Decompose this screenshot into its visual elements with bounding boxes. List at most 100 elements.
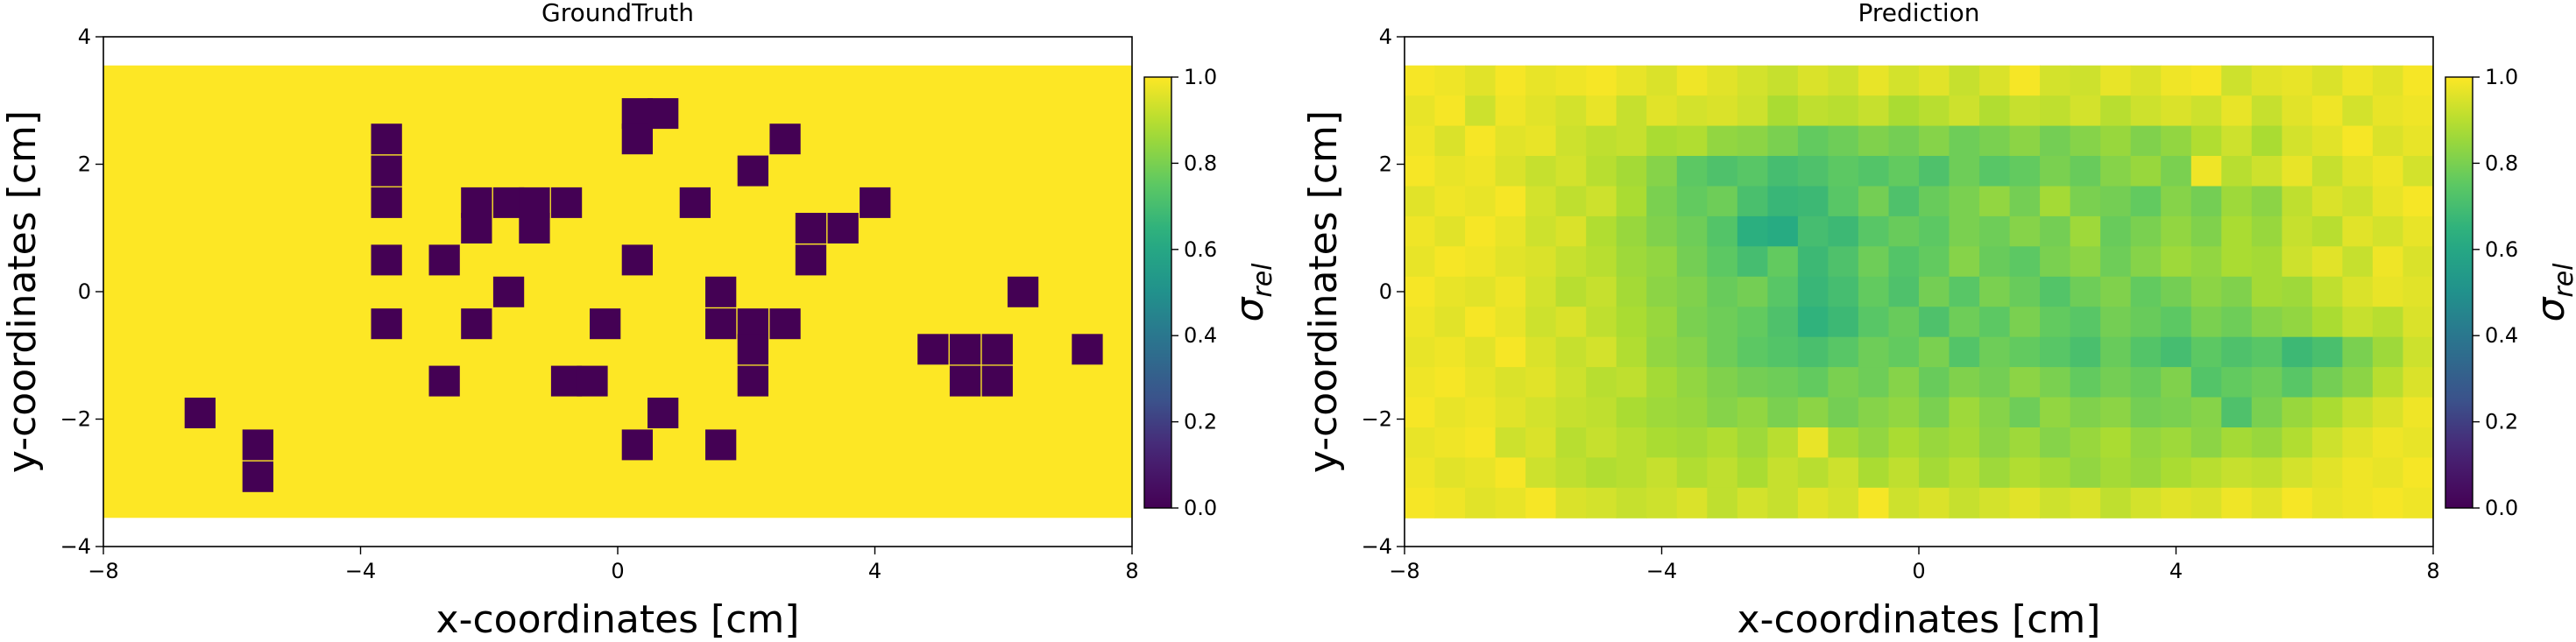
heatmap-cell (1797, 156, 1829, 187)
y-tick-label: −4 (1362, 534, 1392, 559)
heatmap-cell (2282, 367, 2313, 399)
heatmap-cell (2161, 246, 2192, 278)
heatmap-cell (1949, 125, 1980, 157)
heatmap-cell (2130, 246, 2162, 278)
heatmap-cell (461, 308, 492, 340)
heatmap-cell (2372, 276, 2403, 307)
heatmap-cell (2282, 307, 2313, 338)
heatmap-cell (1858, 397, 1889, 428)
heatmap-cell (1858, 186, 1889, 217)
y-tick-label: −2 (60, 407, 91, 432)
heatmap-cell (1767, 215, 1799, 247)
heatmap-cell (1676, 65, 1708, 96)
heatmap-cell (2130, 397, 2162, 428)
heatmap-cell (1828, 367, 1859, 399)
y-tick-label: 2 (1379, 152, 1392, 177)
y-tick-label: −4 (60, 534, 91, 559)
heatmap-cell (1525, 246, 1557, 278)
heatmap-cell (1797, 65, 1829, 96)
heatmap-cell (1979, 336, 2011, 368)
heatmap-cell (1555, 246, 1587, 278)
heatmap-cell (1858, 95, 1889, 127)
heatmap-cell (1495, 186, 1526, 217)
heatmap-cell (1707, 367, 1738, 399)
heatmap-cell (2282, 215, 2313, 247)
heatmap-cell (1525, 276, 1557, 307)
heatmap-cell (949, 334, 981, 365)
heatmap-cell (2342, 427, 2374, 458)
heatmap-cell (428, 365, 460, 397)
heatmap-cell (1465, 457, 1497, 489)
heatmap-cell (1707, 457, 1738, 489)
heatmap-cell (1555, 397, 1587, 428)
heatmap-cell (795, 244, 827, 276)
heatmap-cell (1888, 246, 1920, 278)
heatmap-cell (1616, 246, 1647, 278)
heatmap-cell (2161, 427, 2192, 458)
heatmap-cell (2342, 307, 2374, 338)
heatmap-cell (1858, 336, 1889, 368)
heatmap-cell (1405, 186, 1436, 217)
heatmap-cell (2040, 457, 2071, 489)
heatmap-cell (1707, 397, 1738, 428)
heatmap-cell (1737, 65, 1768, 96)
heatmap-cell (2130, 336, 2162, 368)
heatmap-cell (1919, 367, 1950, 399)
heatmap-cell (1676, 427, 1708, 458)
heatmap-cell (1858, 276, 1889, 307)
heatmap-cell (1616, 336, 1647, 368)
heatmap-cell (2221, 246, 2253, 278)
heatmap-cell (2221, 186, 2253, 217)
heatmap-cell (2403, 65, 2434, 96)
heatmap-cell (1979, 95, 2011, 127)
heatmap-cell (2251, 457, 2282, 489)
heatmap-cell (1858, 427, 1889, 458)
heatmap-cell (1646, 186, 1678, 217)
heatmap-cell (1858, 487, 1889, 519)
heatmap-cell (1737, 367, 1768, 399)
heatmap-cell (2190, 65, 2222, 96)
heatmap-cell (2372, 246, 2403, 278)
heatmap-cell (2403, 457, 2434, 489)
heatmap-cell (2130, 276, 2162, 307)
heatmap-cell (1465, 65, 1497, 96)
heatmap-cell (1858, 307, 1889, 338)
heatmap-cell (1555, 336, 1587, 368)
heatmap-cell (2130, 156, 2162, 187)
heatmap-cell (2130, 95, 2162, 127)
heatmap-cell (2009, 95, 2041, 127)
heatmap-cell (1495, 156, 1526, 187)
heatmap-cell (1465, 186, 1497, 217)
heatmap-cell (1646, 427, 1678, 458)
heatmap-cell (2372, 65, 2403, 96)
heatmap-cell (371, 308, 402, 340)
heatmap-cell (1465, 95, 1497, 127)
heatmap-cell (2040, 186, 2071, 217)
heatmap-cell (1858, 65, 1889, 96)
colorbar (1143, 76, 1172, 509)
heatmap-cell (2221, 125, 2253, 157)
heatmap-cell (2130, 186, 2162, 217)
heatmap-cell (2282, 336, 2313, 368)
heatmap-cell (2282, 95, 2313, 127)
heatmap-cell (428, 244, 460, 276)
colorbar-tick-label: 0.4 (2485, 323, 2518, 348)
heatmap-cell (2251, 427, 2282, 458)
heatmap-cell (1979, 186, 2011, 217)
heatmap-cell (2372, 427, 2403, 458)
x-axis-label: x-coordinates [cm] (436, 597, 800, 642)
heatmap-cell (1919, 186, 1950, 217)
heatmap-cell (2282, 125, 2313, 157)
heatmap-cell (1495, 95, 1526, 127)
heatmap-cell (2342, 246, 2374, 278)
heatmap-cell (1707, 215, 1738, 247)
heatmap-cell (2190, 307, 2222, 338)
heatmap-cell (2251, 95, 2282, 127)
heatmap-cell (492, 276, 525, 307)
heatmap-cell (1616, 125, 1647, 157)
heatmap-cell (1858, 125, 1889, 157)
heatmap-cell (2403, 186, 2434, 217)
heatmap-cell (1495, 276, 1526, 307)
heatmap-cell (1434, 125, 1466, 157)
heatmap-cell (1434, 487, 1466, 519)
